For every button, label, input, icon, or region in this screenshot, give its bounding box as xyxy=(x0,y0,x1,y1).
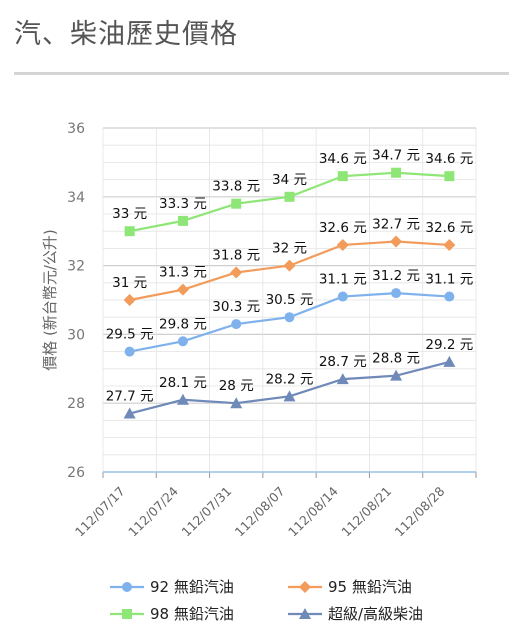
data-label: 28.2 元 xyxy=(266,371,314,387)
legend-label: 98 無鉛汽油 xyxy=(150,605,234,623)
x-tick-label: 112/07/17 xyxy=(72,484,128,540)
data-point-circle xyxy=(444,291,455,302)
data-label: 28 元 xyxy=(219,378,254,394)
y-tick-label: 26 xyxy=(67,465,85,481)
chart-data-labels: 29.5 元 29.8 元 30.3 元 30.5 元 31.1 元 31.2 元 31.1… xyxy=(106,148,474,405)
data-point-square xyxy=(177,215,188,226)
chart-series xyxy=(123,167,456,419)
legend-swatch xyxy=(110,608,144,619)
data-label: 33 元 xyxy=(112,206,147,222)
chart-grid xyxy=(102,127,477,478)
data-label: 29.5 元 xyxy=(106,327,154,343)
x-tick-label: 112/07/31 xyxy=(178,484,234,540)
data-point-square xyxy=(391,167,402,178)
data-label: 33.8 元 xyxy=(212,179,260,195)
data-label: 33.3 元 xyxy=(159,196,207,212)
data-point-triangle xyxy=(123,407,136,419)
y-tick-label: 30 xyxy=(67,327,85,343)
data-point-circle xyxy=(337,291,348,302)
data-point-square xyxy=(124,226,135,237)
x-tick-label: 112/08/14 xyxy=(285,483,341,539)
data-point-circle xyxy=(177,336,188,347)
data-point-triangle xyxy=(443,355,456,367)
legend-item: 98 無鉛汽油 xyxy=(110,603,234,624)
legend-swatch xyxy=(110,581,144,592)
data-label: 30.5 元 xyxy=(266,292,314,308)
data-label: 31.8 元 xyxy=(212,247,260,263)
data-point-square xyxy=(284,191,295,202)
data-label: 34 元 xyxy=(272,172,307,188)
legend-swatch xyxy=(288,607,322,619)
y-tick-label: 36 xyxy=(67,121,85,137)
data-point-circle xyxy=(284,312,295,323)
page-title: 汽、柴油歷史價格 xyxy=(14,19,238,50)
y-axis-label: 價格 (新台幣元/公升) xyxy=(41,229,59,371)
data-label: 31.3 元 xyxy=(159,265,207,281)
y-tick-label: 34 xyxy=(67,190,85,206)
y-tick-label: 28 xyxy=(67,396,85,412)
data-point-square xyxy=(122,608,132,619)
data-point-circle xyxy=(391,288,402,299)
data-label: 31.1 元 xyxy=(425,272,473,288)
data-label: 31.1 元 xyxy=(319,272,367,288)
data-label: 28.7 元 xyxy=(319,354,367,370)
x-tick-label: 112/07/24 xyxy=(125,483,181,539)
data-label: 27.7 元 xyxy=(106,389,154,405)
x-tick-label: 112/08/07 xyxy=(232,484,288,540)
data-point-diamond xyxy=(336,238,349,251)
data-point-diamond xyxy=(443,238,456,251)
data-point-diamond xyxy=(299,580,311,593)
data-label: 32 元 xyxy=(272,241,307,257)
data-label: 32.7 元 xyxy=(372,217,420,233)
data-point-diamond xyxy=(283,259,296,272)
data-point-diamond xyxy=(390,235,403,248)
data-point-circle xyxy=(231,319,242,330)
legend-label: 超級/高級柴油 xyxy=(328,605,424,623)
data-point-triangle xyxy=(390,369,403,381)
data-label: 34.7 元 xyxy=(372,148,420,164)
data-point-circle xyxy=(124,346,135,357)
data-label: 28.1 元 xyxy=(159,375,207,391)
x-tick-label: 112/08/28 xyxy=(392,483,448,539)
data-label: 34.6 元 xyxy=(425,151,473,167)
legend-label: 95 無鉛汽油 xyxy=(328,578,412,596)
x-tick-label: 112/08/21 xyxy=(338,484,394,540)
data-point-triangle xyxy=(299,607,311,619)
data-point-circle xyxy=(122,581,132,592)
data-point-square xyxy=(231,198,242,209)
y-tick-label: 32 xyxy=(67,259,85,275)
data-point-diamond xyxy=(176,283,189,296)
data-label: 32.6 元 xyxy=(425,220,473,236)
data-label: 29.8 元 xyxy=(159,316,207,332)
data-point-diamond xyxy=(123,294,136,306)
data-label: 31.2 元 xyxy=(372,268,420,284)
legend-item: 超級/高級柴油 xyxy=(288,603,423,624)
data-point-triangle xyxy=(230,397,243,409)
data-label: 32.6 元 xyxy=(319,220,367,236)
data-point-triangle xyxy=(176,393,189,405)
data-label: 34.6 元 xyxy=(319,151,367,167)
data-point-square xyxy=(337,171,348,182)
data-label: 31 元 xyxy=(112,275,147,291)
data-point-square xyxy=(444,171,455,182)
legend-item: 95 無鉛汽油 xyxy=(288,576,412,597)
data-point-diamond xyxy=(230,266,243,279)
legend-swatch xyxy=(288,580,322,593)
data-label: 29.2 元 xyxy=(425,337,473,353)
data-label: 28.8 元 xyxy=(372,351,420,367)
legend-item: 92 無鉛汽油 xyxy=(110,576,234,597)
data-point-triangle xyxy=(336,373,349,385)
data-label: 30.3 元 xyxy=(212,299,260,315)
title-divider xyxy=(14,72,509,75)
data-point-triangle xyxy=(283,390,296,402)
legend-label: 92 無鉛汽油 xyxy=(150,578,234,596)
